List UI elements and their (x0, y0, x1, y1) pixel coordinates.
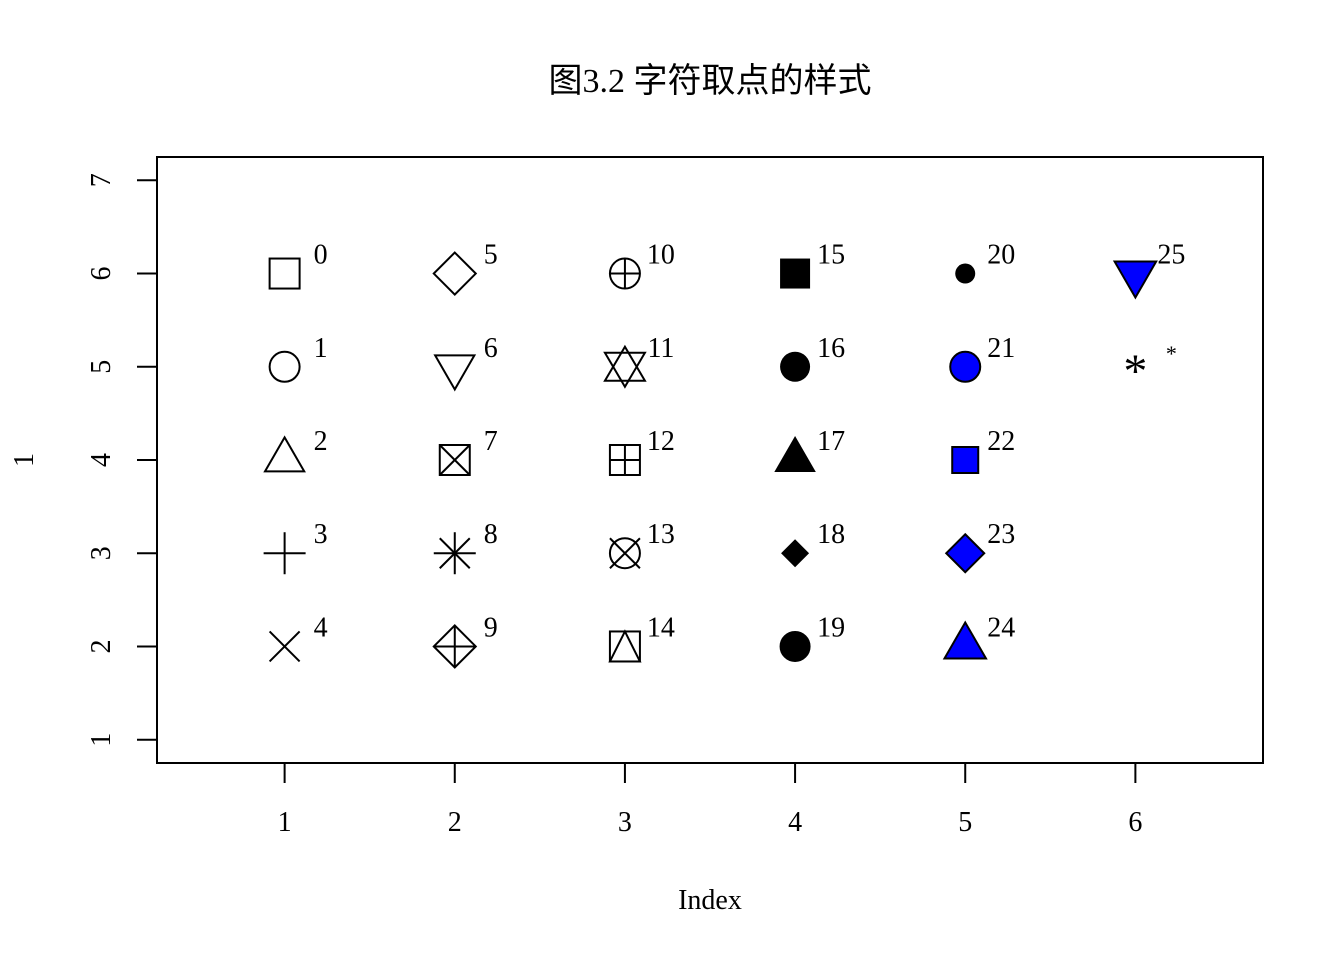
points-layer: 0123456789101112131415161718192021222324… (263, 240, 1185, 669)
pch-2-symbol (263, 435, 306, 473)
pch-asterisk-symbol: * (1123, 345, 1147, 398)
point-label: 15 (817, 240, 845, 271)
point-label: 24 (987, 612, 1015, 643)
x-tick-label: 6 (1128, 807, 1142, 838)
y-tick-label: 5 (86, 360, 117, 374)
point-label: 2 (314, 426, 328, 457)
x-tick-label: 3 (618, 807, 632, 838)
pch-7-symbol (438, 444, 471, 476)
point-label: 17 (817, 426, 845, 457)
point-label: 20 (987, 240, 1015, 271)
pch-19-symbol (779, 630, 811, 662)
point-label: 7 (484, 426, 498, 457)
pch-17-symbol (774, 435, 816, 472)
pch-0-symbol (268, 257, 301, 290)
pch-14-symbol (608, 629, 642, 663)
chart-title: 图3.2 字符取点的样式 (549, 62, 872, 100)
point-label: 23 (987, 519, 1015, 550)
pch-16-symbol (780, 351, 811, 382)
point-label: 3 (314, 519, 328, 550)
point-label: 9 (484, 612, 498, 643)
point-label: 25 (1157, 240, 1185, 271)
pch-20-symbol (955, 263, 976, 284)
point-label: 13 (647, 519, 675, 550)
point-label: 4 (314, 612, 328, 643)
x-tick-label: 5 (958, 807, 972, 838)
y-tick-label: 3 (86, 546, 117, 560)
pch-12-symbol (608, 444, 641, 476)
pch-21-symbol (949, 350, 982, 383)
point-label: 11 (647, 333, 674, 364)
y-axis: 1 2 3 4 5 6 7 (86, 173, 158, 747)
point-label: 19 (817, 612, 845, 643)
pch-24-symbol (942, 620, 988, 660)
point-label: 5 (484, 240, 498, 271)
x-tick-label: 1 (278, 807, 292, 838)
y-tick-label: 6 (86, 267, 117, 281)
y-tick-label: 4 (86, 453, 117, 467)
point-label: 12 (647, 426, 675, 457)
y-tick-label: 1 (86, 733, 117, 747)
x-tick-label: 4 (788, 807, 802, 838)
point-label: 16 (817, 333, 845, 364)
point-label: 8 (484, 519, 498, 550)
pch-18-symbol (781, 539, 810, 568)
point-label: 18 (817, 519, 845, 550)
pch-8-symbol (433, 532, 476, 575)
x-axis-label: Index (678, 885, 742, 916)
point-label: 6 (484, 333, 498, 364)
point-label: 0 (314, 240, 328, 271)
x-axis: 1 2 3 4 5 6 (278, 762, 1142, 838)
pch-4-symbol (268, 630, 301, 663)
y-tick-label: 2 (86, 639, 117, 653)
pch-1-symbol (268, 350, 301, 383)
pch-6-symbol (433, 354, 477, 392)
pch-23-symbol (944, 532, 986, 574)
svg-text:*: * (1123, 345, 1147, 398)
y-axis-label: 1 (9, 453, 40, 467)
pch-13-symbol (608, 537, 641, 570)
pch-9-symbol (432, 624, 478, 669)
pch-22-symbol (951, 446, 980, 474)
point-label: 22 (987, 426, 1015, 457)
point-label: 14 (647, 612, 675, 643)
pch-11-symbol (603, 344, 647, 389)
y-tick-label: 7 (86, 173, 117, 187)
point-label: 21 (987, 333, 1015, 364)
pch-5-symbol (432, 251, 478, 296)
point-label: 10 (647, 240, 675, 271)
point-label: * (1166, 341, 1177, 366)
x-tick-label: 2 (448, 807, 462, 838)
point-label: 1 (314, 333, 328, 364)
pch-10-symbol (608, 257, 641, 290)
pch-3-symbol (263, 532, 306, 575)
pch-25-symbol (1112, 260, 1158, 300)
pch-15-symbol (780, 258, 811, 289)
